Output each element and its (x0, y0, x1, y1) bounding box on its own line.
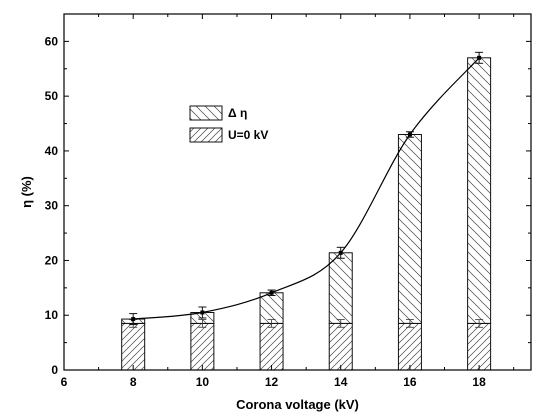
x-tick-label-6: 6 (61, 375, 68, 389)
x-axis-title: Corona voltage (kV) (236, 397, 359, 412)
x-tick-label-14: 14 (334, 375, 348, 389)
bar-base-14 (328, 322, 353, 371)
y-tick-label-0: 0 (51, 363, 58, 377)
x-tick-label-10: 10 (196, 375, 210, 389)
bar-delta-16 (397, 133, 422, 324)
y-tick-label-60: 60 (45, 34, 59, 48)
x-tick-label-12: 12 (265, 375, 279, 389)
bar-base-10 (190, 322, 215, 371)
data-point-18 (477, 55, 482, 60)
legend-label-0: Δ η (228, 106, 247, 120)
y-tick-label-30: 30 (45, 199, 59, 213)
bar-delta-14 (328, 252, 353, 324)
legend: Δ η U=0 kV (189, 105, 268, 143)
data-point-8 (131, 317, 136, 322)
bar-delta-18 (467, 57, 492, 324)
bar-base-18 (467, 322, 492, 371)
x-tick-label-8: 8 (130, 375, 137, 389)
y-tick-label-40: 40 (45, 144, 59, 158)
bar-base-12 (259, 322, 284, 371)
legend-swatch-0 (189, 105, 223, 121)
trend-line-layer (133, 57, 480, 320)
data-point-10 (200, 310, 205, 315)
bar-base-8 (121, 322, 146, 371)
y-tick-label-20: 20 (45, 253, 59, 267)
x-tick-label-16: 16 (403, 375, 417, 389)
error-bars-layer (129, 51, 484, 328)
bar-delta-12 (259, 292, 284, 324)
y-tick-label-10: 10 (45, 308, 59, 322)
bar-base-16 (397, 322, 422, 371)
plot-frame (63, 13, 532, 371)
legend-label-1: U=0 kV (228, 128, 268, 142)
x-tick-label-18: 18 (472, 375, 486, 389)
axes-layer (63, 13, 532, 371)
y-axis-title: η (%) (19, 176, 34, 208)
bars-layer (121, 57, 492, 371)
data-point-14 (338, 250, 343, 255)
data-point-16 (407, 132, 412, 137)
y-tick-label-50: 50 (45, 89, 59, 103)
legend-swatch-1 (189, 127, 223, 143)
ticks-layer: 6 8 10 12 14 16 18 0 10 20 30 40 50 60 (45, 14, 531, 389)
data-point-12 (269, 290, 274, 295)
trend-line (133, 57, 480, 320)
points-layer (131, 55, 482, 322)
